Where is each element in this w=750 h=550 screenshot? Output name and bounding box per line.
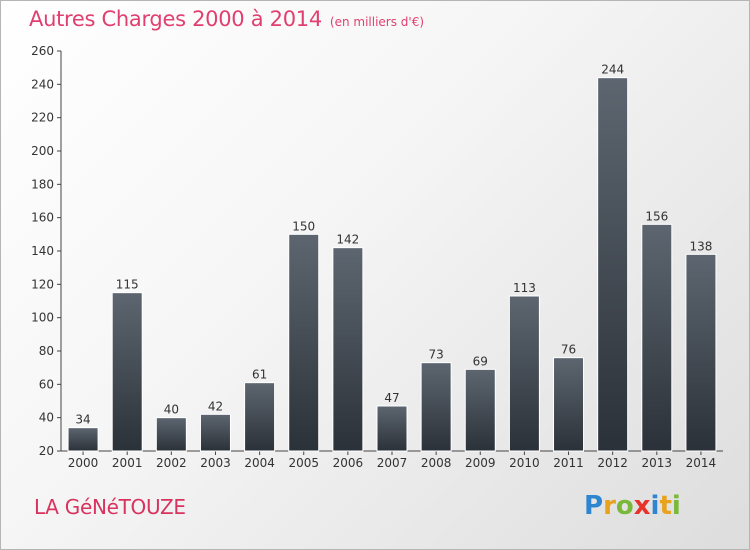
x-tick-label: 2005 [288, 456, 319, 470]
logo-letter: o [615, 491, 634, 521]
logo-letter: i [650, 491, 660, 521]
bar-value-label: 40 [164, 403, 179, 417]
y-tick-label: 40 [39, 411, 54, 425]
logo-letter: P [584, 491, 604, 521]
title-line: Autres Charges 2000 à 2014 (en milliers d… [29, 7, 424, 31]
chart-axes: 20 40 60 80 100 120 140 160 180 200 220 240 260 2000 2… [31, 44, 723, 470]
y-tick-label: 220 [31, 111, 54, 125]
bar [288, 233, 320, 452]
bar-value-label: 138 [689, 239, 712, 253]
bar [376, 405, 408, 452]
x-tick-label: 2002 [156, 456, 187, 470]
bar-value-label: 42 [208, 399, 223, 413]
y-tick-label: 160 [31, 211, 54, 225]
bar [67, 427, 99, 452]
bar-value-label: 113 [513, 281, 536, 295]
x-tick-label: 2004 [244, 456, 275, 470]
proxiti-logo: Proxiti [584, 491, 681, 521]
logo-letter: i [671, 491, 681, 521]
bar-value-label: 61 [252, 368, 267, 382]
x-tick-label: 2000 [68, 456, 99, 470]
bar-value-label: 76 [561, 343, 576, 357]
x-tick-label: 2003 [200, 456, 231, 470]
x-tick-label: 2001 [112, 456, 143, 470]
bar-value-label: 47 [384, 391, 399, 405]
chart-bars [67, 77, 717, 452]
x-tick-label: 2013 [642, 456, 673, 470]
bar [199, 413, 231, 452]
x-tick-label: 2007 [377, 456, 408, 470]
bar-value-label: 150 [292, 219, 315, 233]
x-tick-label: 2012 [597, 456, 628, 470]
bar-value-label: 34 [75, 413, 90, 427]
y-tick-label: 260 [31, 44, 54, 58]
bar [553, 357, 585, 452]
bar [332, 247, 364, 452]
y-tick-label: 100 [31, 311, 54, 325]
y-tick-label: 140 [31, 244, 54, 258]
logo-letter: t [659, 491, 672, 521]
bar [111, 292, 143, 452]
commune-name: LA GéNéTOUZE [34, 495, 186, 519]
y-tick-label: 200 [31, 144, 54, 158]
bar [685, 253, 717, 452]
y-tick-label: 240 [31, 77, 54, 91]
bar [244, 382, 276, 452]
x-tick-label: 2010 [509, 456, 540, 470]
y-tick-label: 180 [31, 177, 54, 191]
bar [464, 368, 496, 452]
chart-unit-note: (en milliers d'€) [329, 15, 425, 29]
logo-letter: r [603, 491, 616, 521]
chart-labels: 34 115 40 42 61 150 142 47 73 69 113 76 244 156 138 [75, 63, 712, 427]
bar-value-label: 115 [116, 278, 139, 292]
bar [508, 295, 540, 452]
bar-value-label: 73 [428, 348, 443, 362]
y-tick-label: 20 [39, 444, 54, 458]
x-tick-label: 2011 [553, 456, 584, 470]
y-tick-label: 60 [39, 377, 54, 391]
bar-value-label: 244 [601, 63, 624, 77]
y-tick-label: 80 [39, 344, 54, 358]
bar-value-label: 142 [336, 233, 359, 247]
bar [155, 417, 187, 452]
bar-value-label: 69 [473, 354, 488, 368]
x-tick-label: 2014 [686, 456, 717, 470]
bar-value-label: 156 [645, 209, 668, 223]
x-tick-label: 2006 [333, 456, 364, 470]
x-tick-label: 2009 [465, 456, 496, 470]
bar [420, 362, 452, 452]
bar [597, 77, 629, 452]
y-tick-label: 120 [31, 277, 54, 291]
chart-title: Autres Charges 2000 à 2014 [29, 7, 322, 31]
logo-letter: x [633, 491, 651, 521]
x-tick-label: 2008 [421, 456, 452, 470]
bar [641, 223, 673, 452]
